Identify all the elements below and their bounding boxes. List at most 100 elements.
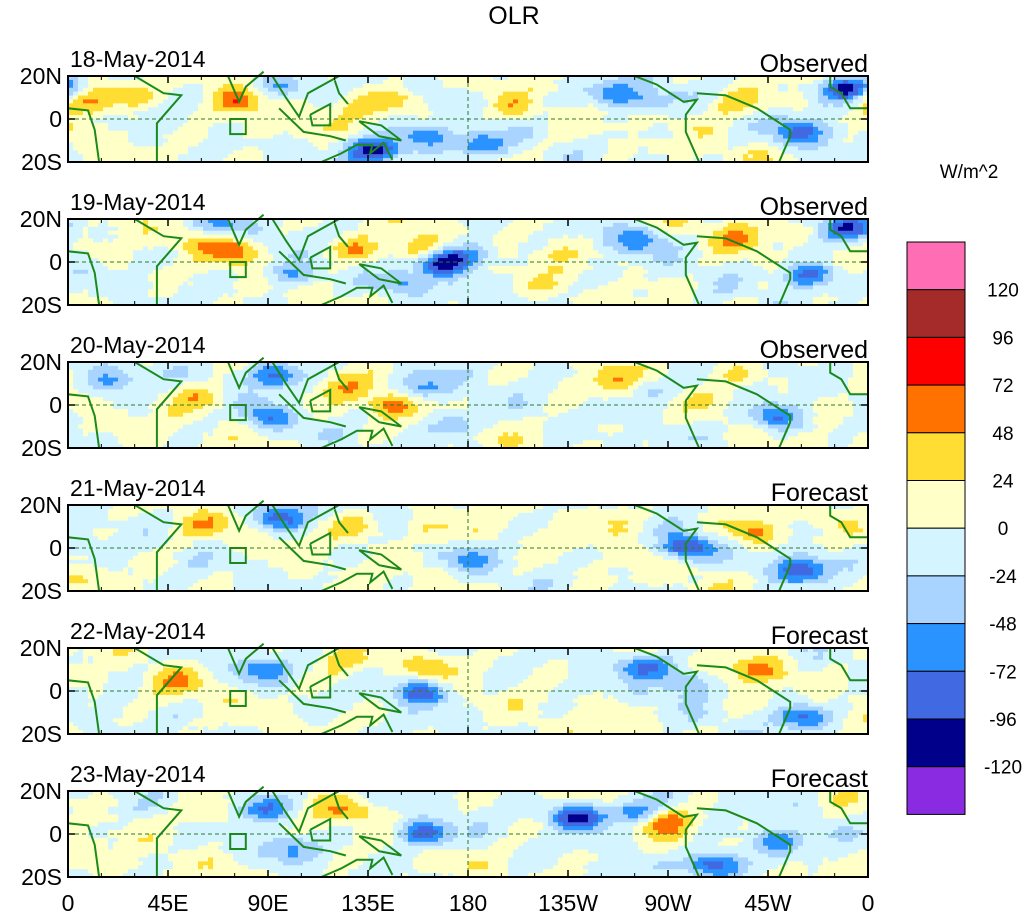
field-cell xyxy=(573,246,579,251)
field-cell xyxy=(483,84,489,89)
field-cell xyxy=(208,103,214,108)
field-cell xyxy=(223,123,229,128)
field-cell xyxy=(163,139,169,144)
field-cell xyxy=(593,103,599,108)
field-cell xyxy=(513,150,519,155)
field-cell xyxy=(543,111,549,116)
field-cell xyxy=(343,131,349,136)
field-cell xyxy=(93,88,99,93)
field-cell xyxy=(613,96,619,101)
field-cell xyxy=(303,250,309,255)
field-cell xyxy=(763,227,769,232)
field-cell xyxy=(148,107,154,112)
field-cell xyxy=(713,111,719,116)
field-cell xyxy=(748,239,754,244)
field-cell xyxy=(413,242,419,247)
field-cell xyxy=(758,227,764,232)
field-cell xyxy=(578,142,584,147)
field-cell xyxy=(158,80,164,85)
field-cell xyxy=(518,80,524,85)
field-cell xyxy=(458,227,464,232)
field-cell xyxy=(278,127,284,132)
field-cell xyxy=(83,154,89,159)
field-cell xyxy=(213,139,219,144)
field-cell xyxy=(658,242,664,247)
field-cell xyxy=(578,227,584,232)
field-cell xyxy=(453,131,459,136)
field-cell xyxy=(503,142,509,147)
field-cell xyxy=(73,131,79,136)
field-cell xyxy=(403,99,409,104)
field-cell xyxy=(788,235,794,240)
field-cell xyxy=(128,139,134,144)
field-cell xyxy=(508,150,514,155)
field-cell xyxy=(83,92,89,97)
field-cell xyxy=(538,150,544,155)
field-cell xyxy=(518,227,524,232)
field-cell xyxy=(658,150,664,155)
field-cell xyxy=(273,142,279,147)
field-cell xyxy=(113,84,119,89)
field-cell xyxy=(283,123,289,128)
field-cell xyxy=(73,135,79,140)
field-cell xyxy=(748,88,754,93)
field-cell xyxy=(498,107,504,112)
field-cell xyxy=(588,154,594,159)
field-cell xyxy=(578,127,584,132)
field-cell xyxy=(373,127,379,132)
field-cell xyxy=(228,92,234,97)
field-cell xyxy=(538,123,544,128)
field-cell xyxy=(643,227,649,232)
field-cell xyxy=(678,123,684,128)
field-cell xyxy=(328,96,334,101)
field-cell xyxy=(523,111,529,116)
field-cell xyxy=(408,223,414,228)
field-cell xyxy=(368,88,374,93)
field-cell xyxy=(848,119,854,124)
field-cell xyxy=(558,84,564,89)
field-cell xyxy=(778,96,784,101)
field-cell xyxy=(643,107,649,112)
field-cell xyxy=(408,231,414,236)
field-cell xyxy=(208,88,214,93)
field-cell xyxy=(163,142,169,147)
field-cell xyxy=(798,103,804,108)
field-cell xyxy=(403,111,409,116)
field-cell xyxy=(398,223,404,228)
field-cell xyxy=(223,119,229,124)
field-cell xyxy=(228,103,234,108)
field-cell xyxy=(263,235,269,240)
field-cell xyxy=(373,103,379,108)
field-cell xyxy=(728,223,734,228)
field-cell xyxy=(78,142,84,147)
field-cell xyxy=(653,235,659,240)
field-cell xyxy=(88,131,94,136)
field-cell xyxy=(523,103,529,108)
field-cell xyxy=(253,227,259,232)
field-cell xyxy=(83,227,89,232)
field-cell xyxy=(483,246,489,251)
field-cell xyxy=(768,88,774,93)
field-cell xyxy=(403,96,409,101)
field-cell xyxy=(273,131,279,136)
field-cell xyxy=(193,231,199,236)
field-cell xyxy=(88,135,94,140)
field-cell xyxy=(788,223,794,228)
field-cell xyxy=(363,107,369,112)
field-cell xyxy=(258,139,264,144)
field-cell xyxy=(663,142,669,147)
field-cell xyxy=(388,80,394,85)
field-cell xyxy=(313,154,319,159)
field-cell xyxy=(178,154,184,159)
field-cell xyxy=(733,88,739,93)
field-cell xyxy=(538,239,544,244)
field-cell xyxy=(188,146,194,151)
field-cell xyxy=(753,135,759,140)
field-cell xyxy=(633,131,639,136)
field-cell xyxy=(263,123,269,128)
field-cell xyxy=(623,239,629,244)
field-cell xyxy=(418,80,424,85)
field-cell xyxy=(548,119,554,124)
field-cell xyxy=(438,142,444,147)
field-cell xyxy=(613,242,619,247)
